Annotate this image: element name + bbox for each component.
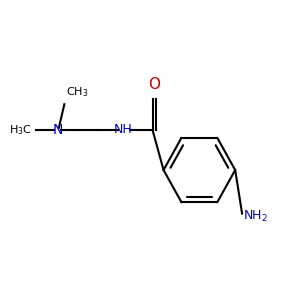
Text: N: N (52, 123, 63, 137)
Text: NH$_2$: NH$_2$ (243, 209, 268, 224)
Text: NH: NH (114, 124, 133, 136)
Text: H$_3$C: H$_3$C (9, 123, 32, 137)
Text: O: O (148, 77, 160, 92)
Text: CH$_3$: CH$_3$ (66, 85, 89, 99)
